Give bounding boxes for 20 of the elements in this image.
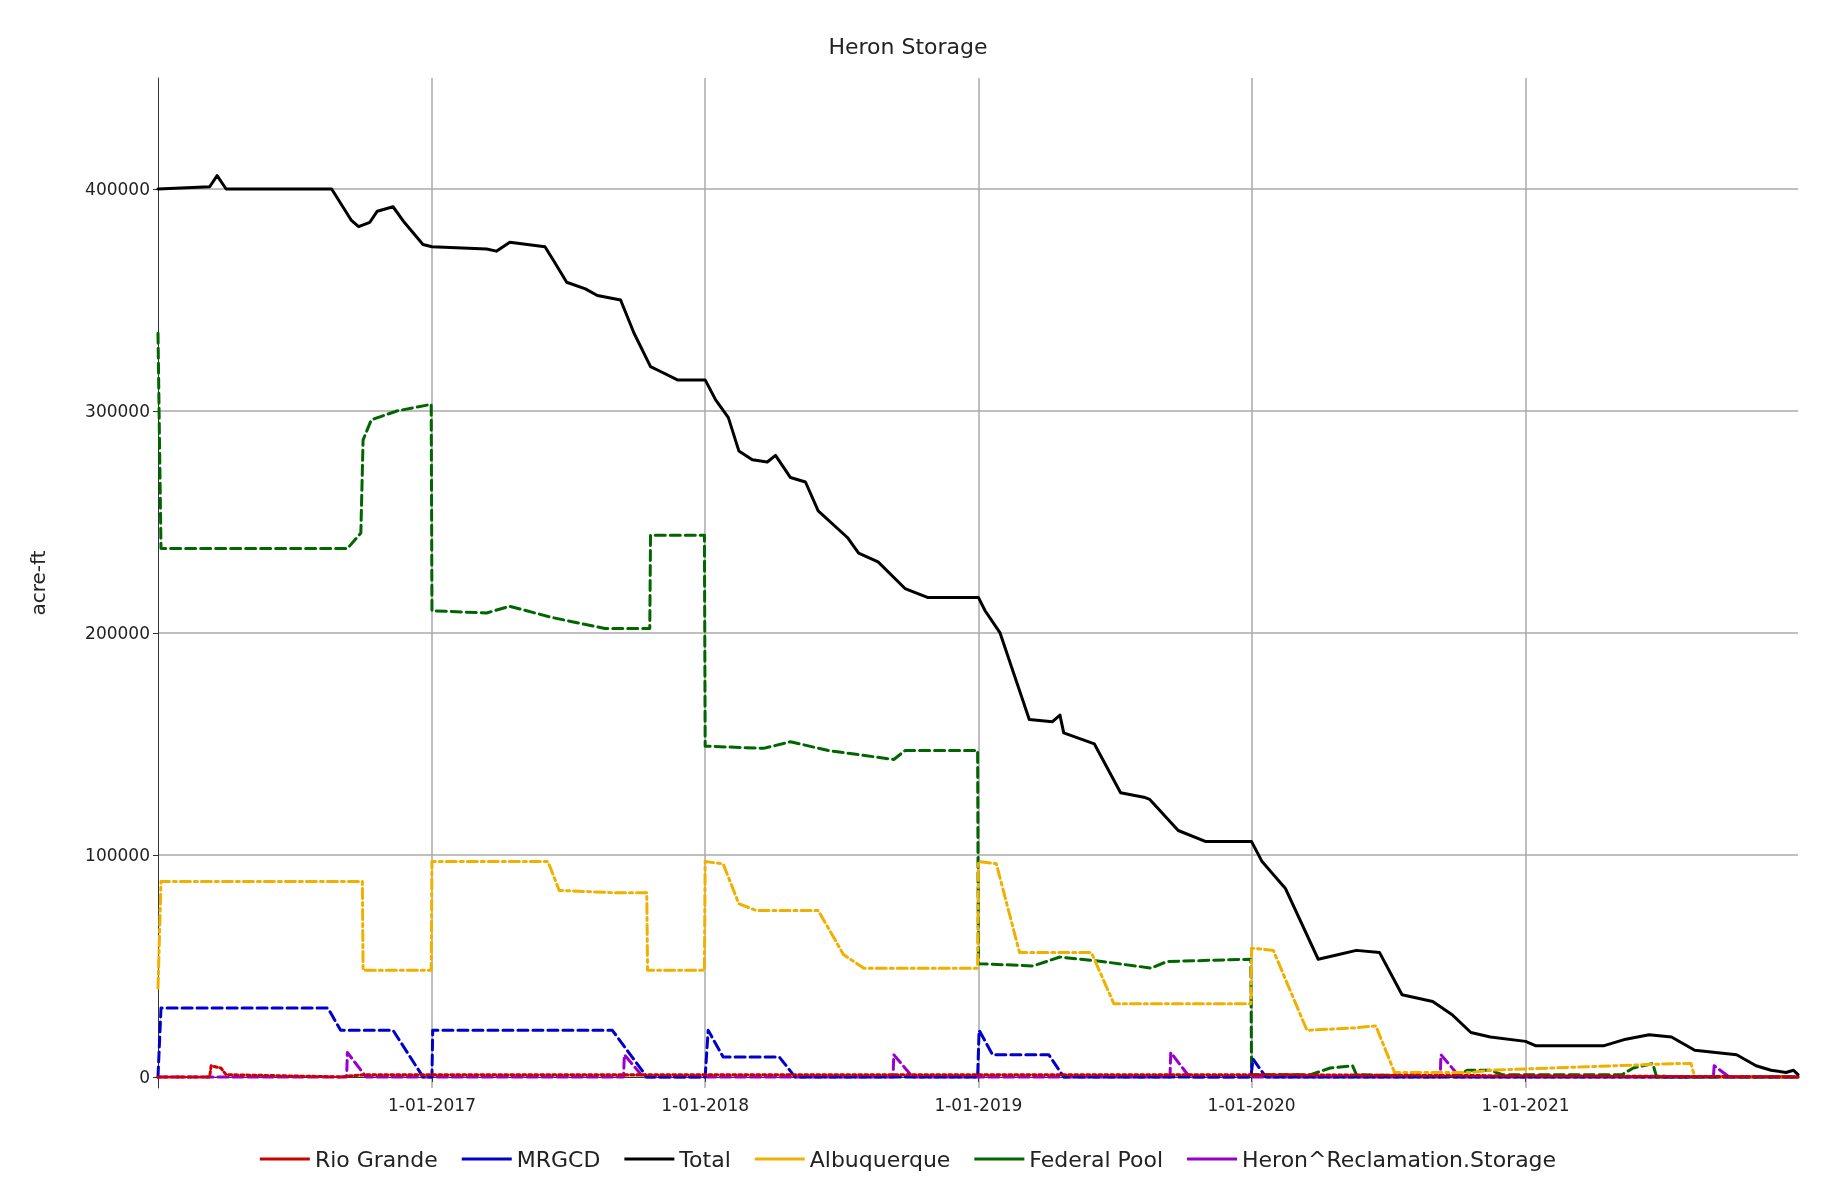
- y-tick-label: 400000: [85, 178, 150, 199]
- line-series: [156, 1064, 1800, 1079]
- legend-label: Total: [678, 1146, 731, 1172]
- legend-label: MRGCD: [516, 1146, 601, 1172]
- legend-label: Heron^Reclamation.Storage: [1242, 1146, 1557, 1172]
- x-tick-label: 1-01-2017: [387, 1094, 476, 1115]
- line-series: [156, 174, 1800, 1077]
- legend-label: Rio Grande: [314, 1146, 438, 1172]
- y-tick-label: 0: [139, 1066, 150, 1087]
- y-tick-label: 300000: [85, 400, 150, 421]
- x-tick-label: 1-01-2019: [934, 1094, 1023, 1115]
- legend-label: Federal Pool: [1029, 1146, 1163, 1172]
- x-tick-label: 1-01-2021: [1481, 1094, 1570, 1115]
- y-tick-label: 100000: [85, 844, 150, 865]
- legend-label: Albuquerque: [809, 1146, 951, 1172]
- y-tick-label: 200000: [85, 622, 150, 643]
- chart-title: Heron Storage: [828, 33, 988, 59]
- x-tick-label: 1-01-2020: [1207, 1094, 1296, 1115]
- x-tick-label: 1-01-2018: [661, 1094, 750, 1115]
- y-axis-title: acre-ft: [26, 550, 50, 616]
